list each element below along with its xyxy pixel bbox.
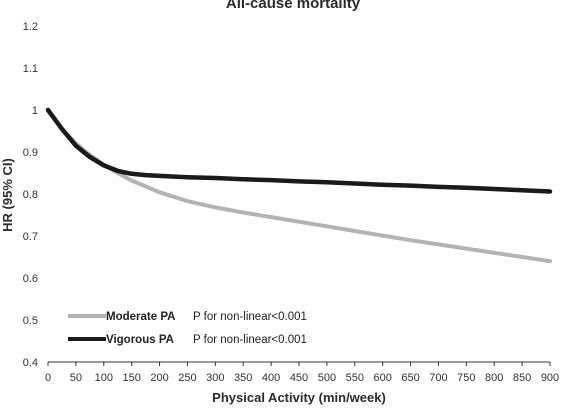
legend-label-vigorous: Vigorous PA [106,334,174,346]
x-tick-label: 850 [513,372,531,384]
legend-note-vigorous: P for non-linear<0.001 [193,334,307,346]
y-tick-label: 1.1 [23,63,38,75]
legend-note-moderate: P for non-linear<0.001 [193,311,307,323]
y-axis-label: HR (95% CI) [0,158,15,232]
x-tick-label: 350 [234,372,252,384]
series-layer [45,107,553,264]
x-tick-label: 100 [95,372,113,384]
series-line-moderate-pa [46,108,552,264]
x-tick-label: 400 [262,372,280,384]
x-tick-label: 250 [178,372,196,384]
x-tick-label: 600 [373,372,391,384]
y-tick-label: 0.4 [23,357,38,369]
x-ticks: 0 50 100 150 200 250 300 350 400 450 500 550 600 650 7… [45,362,559,384]
legend: Moderate PA P for non-linear<0.001 Vigor… [68,311,307,346]
y-tick-label: 0.6 [23,273,38,285]
x-tick-label: 500 [318,372,336,384]
x-tick-label: 800 [485,372,503,384]
x-tick-label: 900 [541,372,559,384]
x-tick-label: 750 [457,372,475,384]
x-tick-label: 650 [401,372,419,384]
legend-label-moderate: Moderate PA [106,311,175,323]
x-tick-label: 50 [70,372,82,384]
y-tick-label: 1 [32,105,38,117]
y-tick-label: 0.5 [23,315,38,327]
y-tick-label: 0.7 [23,231,38,243]
x-tick-label: 450 [290,372,308,384]
chart-title: All-cause mortality [226,0,361,12]
x-tick-label: 300 [206,372,224,384]
x-tick-label: 200 [150,372,168,384]
y-tick-label: 0.9 [23,147,38,159]
y-tick-label: 1.2 [23,21,38,33]
y-ticks: 0.4 0.5 0.6 0.7 0.8 0.9 1 1.1 1.2 [23,21,38,369]
x-tick-label: 550 [346,372,364,384]
y-tick-label: 0.8 [23,189,38,201]
series-line-vigorous-pa [45,107,553,194]
x-tick-label: 150 [122,372,140,384]
x-tick-label: 0 [45,372,51,384]
x-axis-label: Physical Activity (min/week) [212,390,386,405]
x-tick-label: 700 [429,372,447,384]
